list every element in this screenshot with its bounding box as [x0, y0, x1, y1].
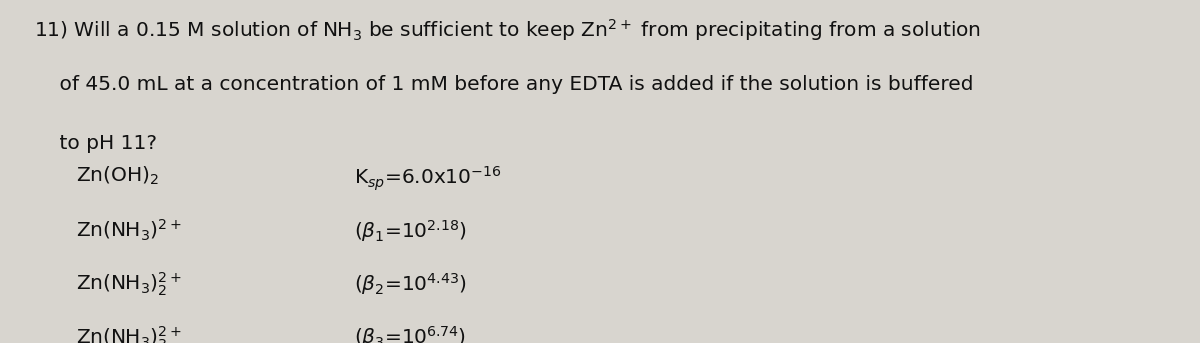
Text: ($\beta_2$=10$^{4.43}$): ($\beta_2$=10$^{4.43}$): [354, 271, 467, 297]
Text: K$_{sp}$=6.0x10$^{-16}$: K$_{sp}$=6.0x10$^{-16}$: [354, 165, 502, 193]
Text: ($\beta_1$=10$^{2.18}$): ($\beta_1$=10$^{2.18}$): [354, 218, 467, 244]
Text: Zn(NH$_3$)$_2^{2+}$: Zn(NH$_3$)$_2^{2+}$: [76, 271, 181, 298]
Text: 11) Will a 0.15 M solution of NH$_3$ be sufficient to keep Zn$^{2+}$ from precip: 11) Will a 0.15 M solution of NH$_3$ be …: [34, 17, 980, 43]
Text: Zn(NH$_3$)$^{2+}$: Zn(NH$_3$)$^{2+}$: [76, 218, 181, 243]
Text: Zn(NH$_3$)$_3^{2+}$: Zn(NH$_3$)$_3^{2+}$: [76, 324, 181, 343]
Text: to pH 11?: to pH 11?: [34, 134, 156, 153]
Text: of 45.0 mL at a concentration of 1 mM before any EDTA is added if the solution i: of 45.0 mL at a concentration of 1 mM be…: [34, 75, 973, 94]
Text: ($\beta_3$=10$^{6.74}$): ($\beta_3$=10$^{6.74}$): [354, 324, 466, 343]
Text: Zn(OH)$_2$: Zn(OH)$_2$: [76, 165, 158, 187]
